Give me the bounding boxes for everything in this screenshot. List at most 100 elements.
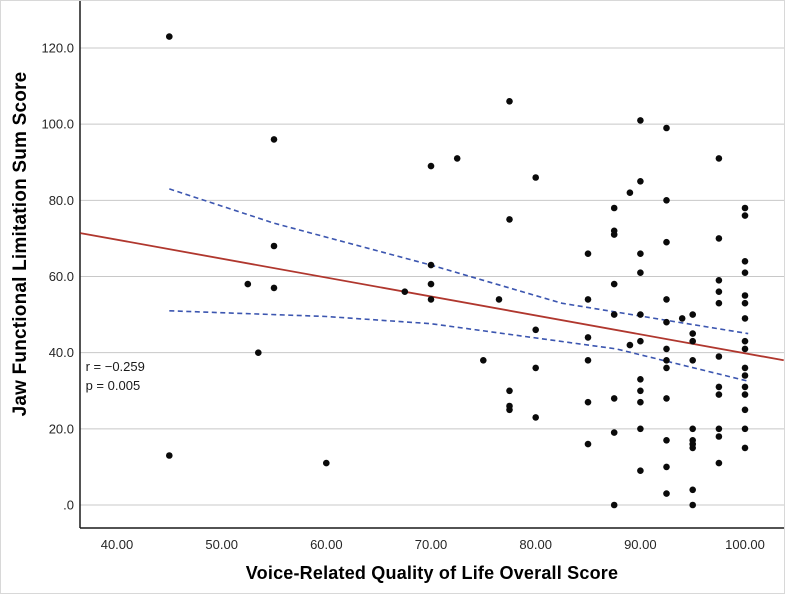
x-tick-label: 60.00: [310, 537, 343, 552]
data-point: [270, 136, 278, 143]
data-point: [715, 459, 723, 467]
data-point: [637, 376, 644, 383]
data-point: [741, 425, 749, 433]
data-point: [715, 299, 723, 307]
data-point: [741, 391, 749, 398]
data-point: [637, 387, 644, 395]
data-point: [584, 440, 592, 448]
x-tick-label: 70.00: [415, 537, 448, 552]
data-point: [663, 437, 670, 444]
data-point: [689, 330, 696, 337]
data-point: [270, 284, 278, 292]
data-point: [584, 398, 592, 406]
data-point: [610, 231, 618, 238]
data-point: [663, 490, 670, 497]
data-point: [637, 337, 644, 345]
y-tick-label: 80.0: [49, 193, 74, 208]
data-point: [741, 444, 749, 452]
data-point: [270, 242, 278, 250]
data-point: [506, 216, 513, 223]
data-point: [244, 280, 252, 288]
y-tick-label: .0: [63, 498, 74, 513]
data-point: [741, 269, 749, 277]
x-tick-label: 80.00: [519, 537, 552, 552]
data-point: [637, 250, 644, 257]
ci-upper-band: [169, 188, 749, 335]
y-tick-label: 20.0: [49, 421, 74, 436]
ci-lower-band: [169, 310, 749, 382]
data-point: [401, 288, 409, 296]
y-tick-label: 40.0: [49, 345, 74, 360]
x-tick-label: 50.00: [205, 537, 238, 552]
x-tick-label: 40.00: [101, 537, 134, 552]
data-point: [663, 197, 670, 204]
data-point: [610, 280, 618, 288]
data-point: [532, 414, 539, 421]
data-point: [663, 345, 670, 353]
data-point: [254, 349, 262, 357]
data-point: [689, 444, 696, 452]
y-tick-label: 120.0: [41, 41, 74, 56]
data-point: [715, 353, 723, 360]
data-point: [637, 269, 644, 277]
data-point: [637, 117, 644, 124]
data-point: [427, 162, 435, 170]
y-tick-label: 100.0: [41, 117, 74, 132]
data-point: [715, 235, 723, 242]
y-axis-title: Jaw Functional Limitation Sum Score: [10, 71, 31, 417]
y-tick-label: 60.0: [49, 269, 74, 284]
data-point: [637, 425, 644, 433]
data-point: [678, 315, 686, 322]
data-point: [323, 459, 330, 467]
data-point: [741, 406, 749, 414]
data-point: [663, 357, 670, 364]
data-point: [610, 429, 618, 436]
data-point: [689, 337, 696, 345]
data-point: [663, 296, 670, 303]
data-point: [741, 292, 749, 299]
data-point: [427, 261, 435, 269]
correlation-annotation: r = −0.259: [86, 359, 145, 374]
data-point: [689, 486, 696, 494]
data-point: [663, 238, 670, 246]
data-point: [715, 391, 723, 398]
data-point: [506, 406, 513, 414]
data-point: [689, 311, 696, 318]
data-point: [741, 258, 749, 265]
data-point: [715, 425, 723, 433]
data-point: [637, 398, 644, 406]
data-point: [663, 364, 670, 372]
data-point: [741, 372, 749, 379]
data-point: [741, 345, 749, 353]
data-point: [532, 174, 539, 181]
data-point: [532, 326, 539, 334]
x-axis-title: Voice-Related Quality of Life Overall Sc…: [245, 563, 619, 583]
data-point: [637, 311, 644, 318]
data-point: [610, 311, 618, 318]
data-point: [480, 357, 487, 364]
data-point: [689, 501, 696, 509]
data-point: [610, 204, 618, 212]
data-point: [663, 463, 670, 471]
data-point: [715, 288, 723, 296]
pvalue-annotation: p = 0.005: [86, 378, 141, 393]
data-point: [663, 318, 670, 326]
data-point: [637, 467, 644, 475]
data-point: [637, 178, 644, 185]
data-point: [584, 250, 592, 257]
data-point: [166, 452, 173, 459]
data-point: [427, 280, 435, 288]
data-point: [741, 337, 749, 345]
data-point: [506, 387, 513, 395]
data-point: [689, 425, 696, 433]
data-point: [715, 155, 723, 162]
data-point: [741, 204, 749, 212]
data-point: [715, 433, 723, 440]
x-tick-label: 90.00: [624, 537, 657, 552]
data-point: [741, 299, 749, 307]
data-point: [663, 124, 670, 132]
data-point: [584, 357, 592, 364]
data-point: [532, 364, 539, 372]
